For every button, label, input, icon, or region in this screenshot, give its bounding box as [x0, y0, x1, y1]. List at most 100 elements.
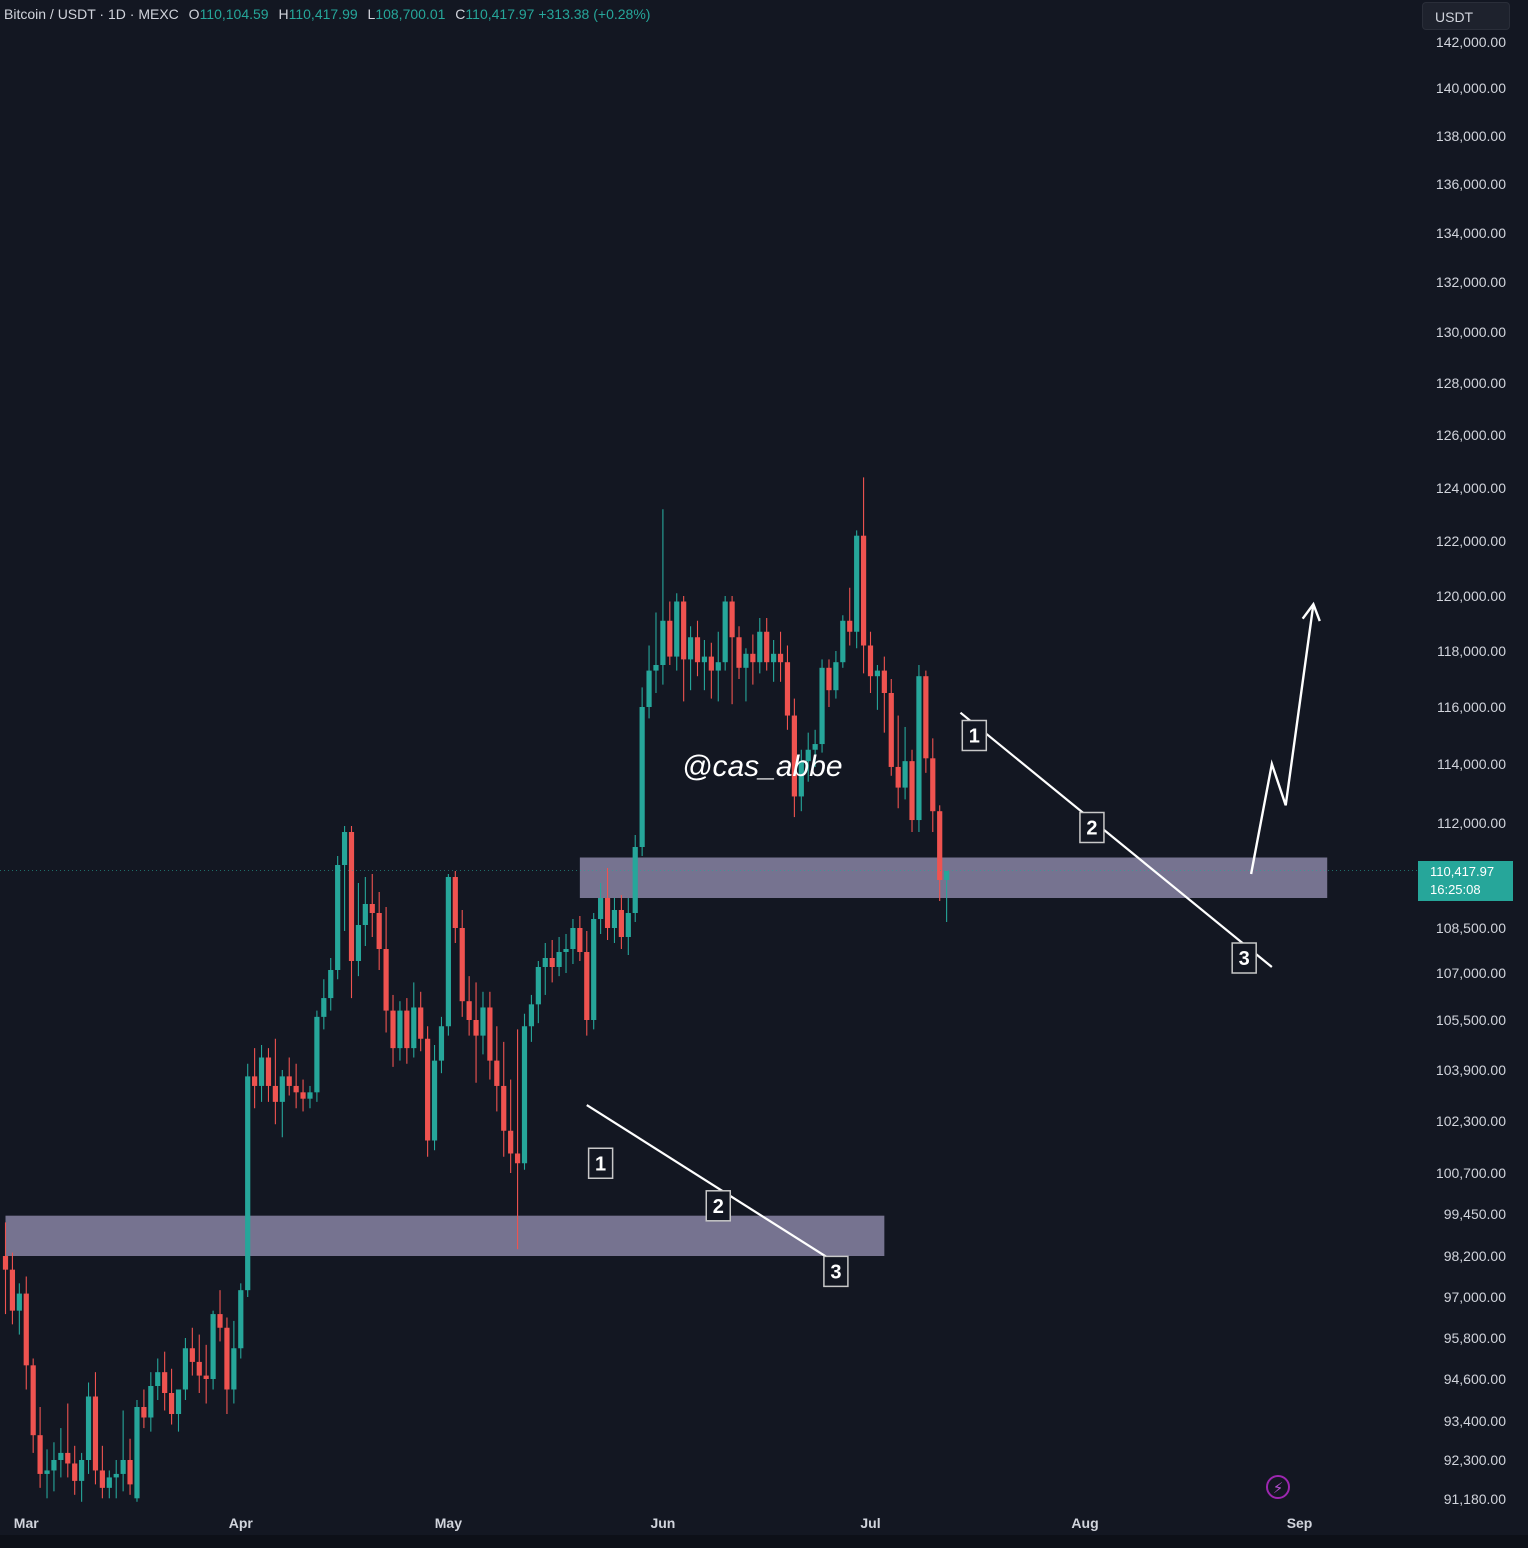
candle[interactable]: [162, 1351, 168, 1411]
trendline-1[interactable]: [586, 1104, 837, 1264]
candle[interactable]: [238, 1283, 244, 1359]
candle[interactable]: [335, 856, 341, 980]
candle[interactable]: [757, 618, 763, 674]
candle[interactable]: [134, 1400, 140, 1502]
candle[interactable]: [549, 940, 555, 983]
candle[interactable]: [175, 1389, 182, 1432]
candle[interactable]: [687, 626, 694, 691]
candle[interactable]: [376, 892, 382, 970]
candle[interactable]: [902, 726, 908, 800]
candle[interactable]: [916, 665, 922, 832]
candle[interactable]: [653, 612, 659, 694]
candle[interactable]: [909, 749, 915, 832]
candle[interactable]: [362, 877, 368, 946]
candle[interactable]: [874, 665, 881, 710]
candle[interactable]: [625, 898, 631, 955]
candle[interactable]: [854, 530, 860, 649]
candle[interactable]: [508, 1079, 514, 1173]
wave-label-3[interactable]: 3: [1231, 942, 1257, 974]
candle[interactable]: [30, 1358, 36, 1453]
candle[interactable]: [521, 1013, 528, 1170]
candle[interactable]: [847, 587, 853, 646]
candle[interactable]: [279, 1070, 285, 1138]
candle[interactable]: [341, 826, 348, 931]
candle[interactable]: [791, 698, 797, 818]
candle[interactable]: [369, 874, 375, 937]
wave-label-2[interactable]: 2: [1079, 811, 1105, 844]
wave-label-3[interactable]: 3: [823, 1255, 849, 1288]
candle[interactable]: [660, 509, 666, 685]
candle[interactable]: [79, 1452, 85, 1502]
candle[interactable]: [72, 1445, 78, 1495]
candle[interactable]: [397, 1001, 403, 1061]
currency-button[interactable]: USDT: [1422, 2, 1510, 30]
candle[interactable]: [632, 835, 638, 922]
candle[interactable]: [584, 931, 590, 1036]
candle[interactable]: [245, 1063, 251, 1297]
candle[interactable]: [764, 618, 770, 671]
candle[interactable]: [113, 1460, 119, 1499]
candle[interactable]: [487, 991, 493, 1080]
support-zone-2[interactable]: [5, 1215, 885, 1256]
candle[interactable]: [708, 642, 714, 699]
candle[interactable]: [888, 679, 894, 776]
candle[interactable]: [591, 913, 597, 1030]
candle[interactable]: [646, 645, 652, 719]
candle[interactable]: [777, 631, 784, 682]
candle[interactable]: [833, 651, 839, 699]
candle[interactable]: [743, 648, 749, 702]
candle[interactable]: [514, 1029, 521, 1250]
candle[interactable]: [99, 1445, 105, 1499]
candle[interactable]: [881, 656, 887, 733]
candle[interactable]: [452, 871, 458, 943]
candle[interactable]: [51, 1442, 57, 1492]
candle[interactable]: [65, 1403, 71, 1478]
candle[interactable]: [217, 1290, 223, 1342]
candle[interactable]: [9, 1252, 16, 1325]
candle[interactable]: [771, 640, 777, 682]
candle[interactable]: [314, 1010, 320, 1102]
wave-label-2[interactable]: 2: [705, 1190, 732, 1222]
candle[interactable]: [930, 738, 936, 832]
candle[interactable]: [418, 991, 424, 1052]
candle[interactable]: [923, 670, 929, 773]
candle[interactable]: [265, 1048, 272, 1102]
candle[interactable]: [937, 805, 943, 901]
candle[interactable]: [611, 898, 618, 943]
candle[interactable]: [286, 1057, 292, 1096]
candle[interactable]: [16, 1283, 22, 1335]
candle[interactable]: [210, 1310, 216, 1390]
candle[interactable]: [321, 979, 327, 1030]
candle[interactable]: [258, 1045, 265, 1102]
candle[interactable]: [252, 1048, 258, 1109]
candle[interactable]: [411, 982, 417, 1058]
candle[interactable]: [535, 961, 541, 1024]
candle[interactable]: [390, 994, 396, 1067]
candle[interactable]: [667, 601, 673, 666]
candle[interactable]: [812, 729, 818, 767]
candle[interactable]: [826, 659, 832, 707]
support-zone-1[interactable]: [579, 857, 1328, 899]
candle[interactable]: [473, 982, 479, 1083]
projection-path[interactable]: [1249, 604, 1315, 875]
candle[interactable]: [494, 1026, 500, 1112]
candle[interactable]: [148, 1372, 154, 1432]
candle[interactable]: [58, 1428, 64, 1478]
candle[interactable]: [681, 596, 687, 702]
candle[interactable]: [750, 634, 756, 685]
candle[interactable]: [598, 883, 604, 934]
candle[interactable]: [438, 1016, 445, 1074]
candle[interactable]: [196, 1334, 202, 1393]
candle[interactable]: [404, 998, 410, 1064]
candle[interactable]: [694, 620, 701, 677]
candle[interactable]: [805, 732, 811, 782]
candle[interactable]: [272, 1038, 278, 1125]
candle[interactable]: [348, 826, 355, 999]
candle[interactable]: [895, 715, 901, 809]
candle[interactable]: [459, 910, 465, 1017]
candle[interactable]: [224, 1317, 230, 1415]
candle[interactable]: [425, 1026, 431, 1157]
candle[interactable]: [182, 1338, 189, 1400]
candle[interactable]: [293, 1063, 299, 1109]
